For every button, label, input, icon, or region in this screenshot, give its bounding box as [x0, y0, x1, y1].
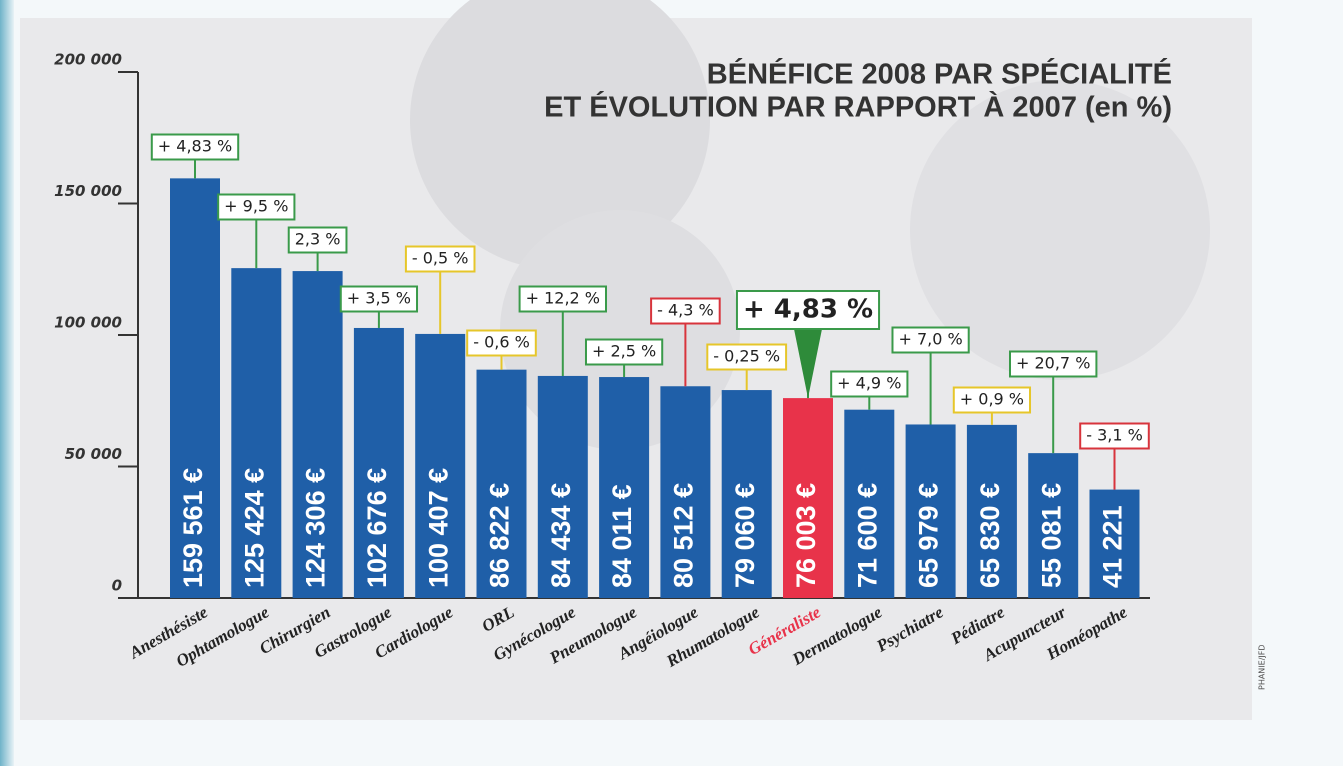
annotation: - 3,1 %: [1086, 426, 1143, 445]
value-label: 84 011 €: [607, 484, 637, 588]
annotation: - 4,3 %: [657, 301, 714, 320]
y-tick-label: 200 000: [54, 51, 122, 69]
value-label: 71 600 €: [852, 483, 882, 588]
y-tick-label: 0: [112, 577, 122, 595]
value-label: 84 434 €: [546, 483, 576, 588]
page: BÉNÉFICE 2008 PAR SPÉCIALITÉ ET ÉVOLUTIO…: [0, 0, 1343, 766]
y-tick-label: 100 000: [54, 314, 122, 332]
annotation: + 3,5 %: [347, 289, 411, 308]
chart-title: BÉNÉFICE 2008 PAR SPÉCIALITÉ: [707, 57, 1172, 91]
value-label: 65 830 €: [975, 483, 1005, 588]
annotation: + 9,5 %: [224, 197, 288, 216]
value-label: 80 512 €: [669, 483, 699, 588]
value-label: 125 424 €: [239, 468, 269, 588]
y-tick-label: 50 000: [65, 445, 122, 463]
edge: [0, 0, 14, 766]
annotation: + 2,5 %: [592, 342, 656, 361]
chart: BÉNÉFICE 2008 PAR SPÉCIALITÉ ET ÉVOLUTIO…: [0, 0, 1343, 766]
chart-title: ET ÉVOLUTION PAR RAPPORT À 2007 (en %): [544, 90, 1172, 124]
value-label: 55 081 €: [1036, 483, 1066, 588]
value-label: 79 060 €: [730, 483, 760, 588]
value-label: 41 221: [1098, 505, 1128, 588]
credit: PHANIE/JFD: [1258, 644, 1267, 690]
value-label: 102 676 €: [362, 468, 392, 588]
annotation: + 0,9 %: [960, 390, 1024, 409]
y-tick-label: 150 000: [54, 182, 122, 200]
value-label: 159 561 €: [178, 468, 208, 588]
annotation: + 20,7 %: [1016, 354, 1090, 373]
annotation: + 12,2 %: [526, 289, 600, 308]
annotation: - 0,25 %: [713, 347, 780, 366]
value-label: 65 979 €: [914, 483, 944, 588]
annotation: + 7,0 %: [898, 330, 962, 349]
annotation: - 0,6 %: [473, 333, 530, 352]
annotation: + 4,83 %: [158, 137, 232, 156]
value-label: 86 822 €: [485, 483, 515, 588]
value-label: 124 306 €: [301, 468, 331, 588]
annotation: + 4,9 %: [837, 374, 901, 393]
annotation: 2,3 %: [295, 230, 341, 249]
value-label: 76 003 €: [791, 483, 821, 588]
value-label: 100 407 €: [423, 468, 453, 588]
annotation: - 0,5 %: [412, 249, 469, 268]
annotation: + 4,83 %: [743, 295, 873, 325]
